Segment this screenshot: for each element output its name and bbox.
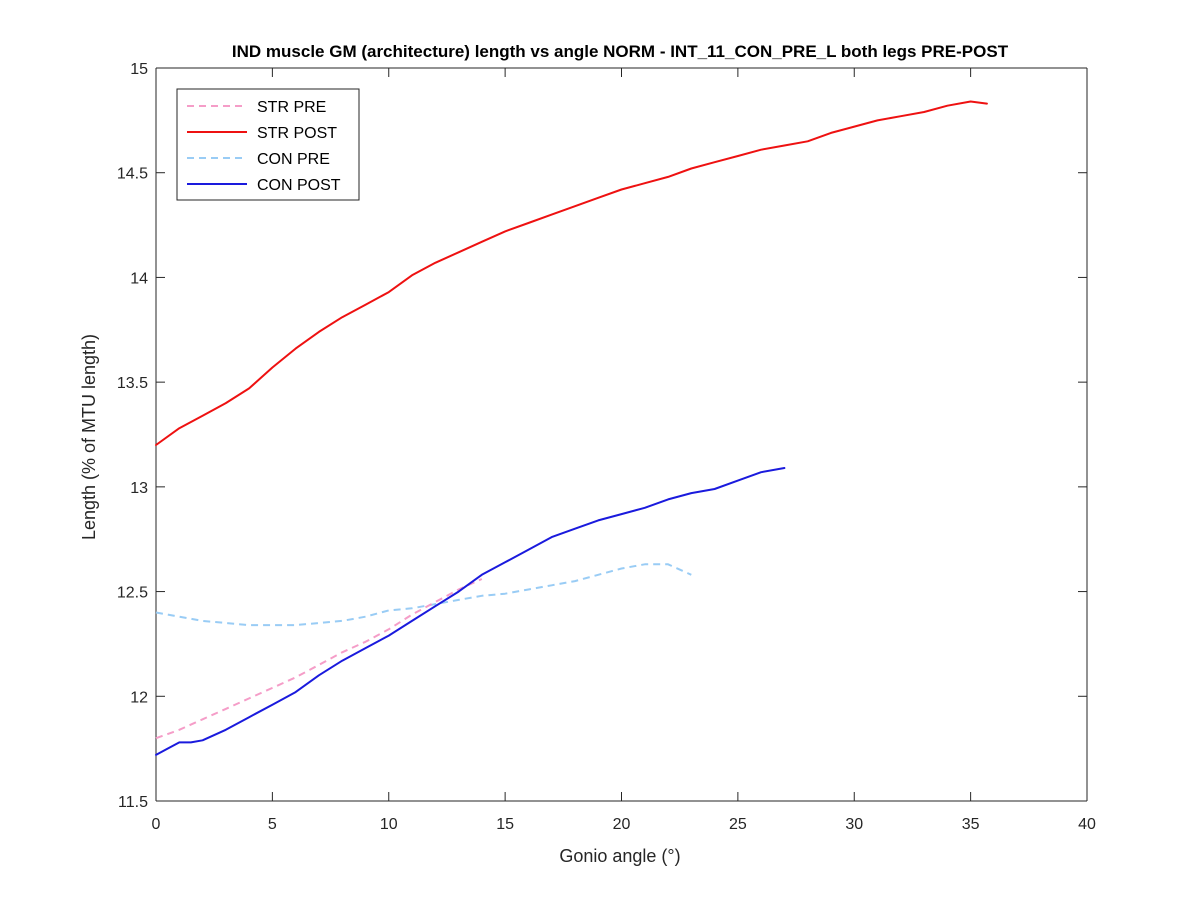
y-tick-label: 15: [130, 61, 148, 78]
y-tick-label: 12: [130, 689, 148, 706]
series-line-str-post: [155, 100, 988, 446]
chart-title: IND muscle GM (architecture) length vs a…: [232, 42, 1009, 61]
legend: STR PRE STR POST CON PRE CON POST: [176, 88, 360, 201]
legend-label: STR PRE: [257, 99, 326, 116]
x-axis-ticks: 0 5 10 15 20 25 30 35 40: [152, 68, 1096, 833]
x-tick-label: 5: [268, 816, 277, 833]
y-tick-label: 11.5: [118, 794, 148, 811]
legend-label: CON PRE: [257, 151, 330, 168]
x-tick-label: 20: [613, 816, 631, 833]
legend-label: STR POST: [257, 125, 337, 142]
legend-box: [176, 88, 360, 201]
series-line-con-pre: [155, 563, 692, 627]
series-line-con-post: [155, 467, 786, 756]
y-tick-label: 13: [130, 480, 148, 497]
x-tick-label: 10: [380, 816, 398, 833]
y-tick-label: 14: [130, 270, 148, 287]
y-tick-label: 13.5: [117, 375, 148, 392]
y-tick-label: 12.5: [117, 585, 148, 602]
x-tick-label: 15: [496, 816, 514, 833]
x-tick-label: 25: [729, 816, 747, 833]
x-tick-label: 0: [152, 816, 161, 833]
series-layer: [155, 100, 988, 756]
x-tick-label: 30: [845, 816, 863, 833]
x-tick-label: 35: [962, 816, 980, 833]
y-axis-label: Length (% of MTU length): [79, 334, 99, 540]
series-line-str-pre: [155, 578, 483, 740]
legend-label: CON POST: [257, 177, 341, 194]
x-tick-label: 40: [1078, 816, 1096, 833]
y-axis-ticks: 11.5 12 12.5 13 13.5 14 14.5 15: [117, 61, 1087, 811]
y-tick-label: 14.5: [117, 166, 148, 183]
x-axis-label: Gonio angle (°): [559, 846, 680, 866]
